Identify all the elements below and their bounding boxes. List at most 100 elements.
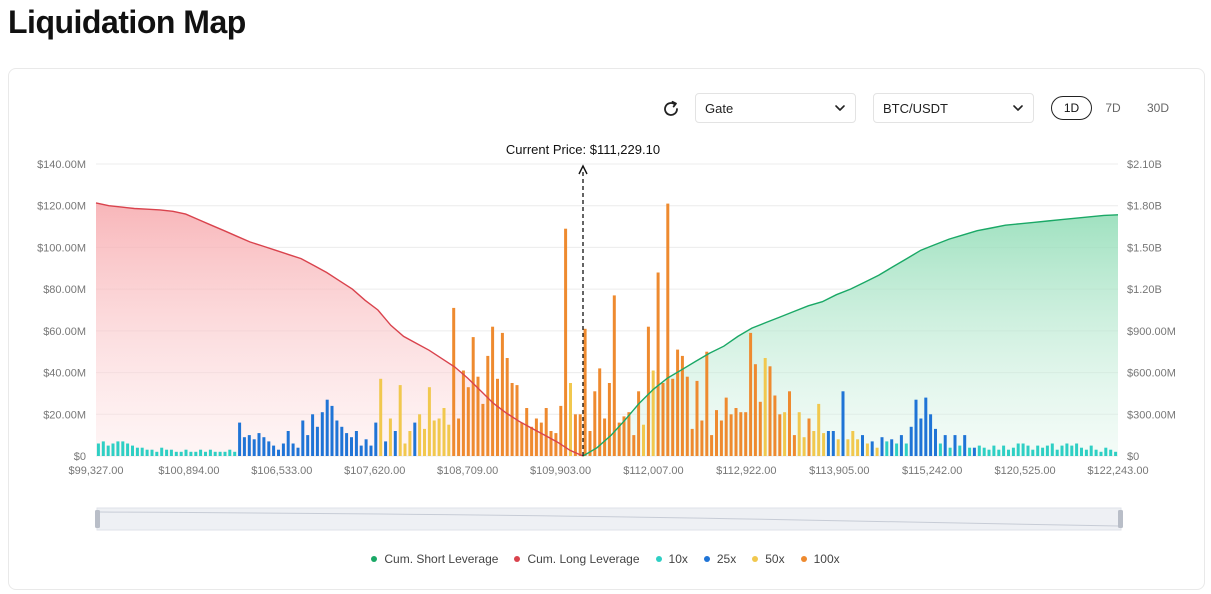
timeframe-1d-button[interactable]: 1D bbox=[1051, 96, 1092, 120]
liquidation-bar bbox=[569, 383, 572, 456]
liquidation-bar bbox=[534, 418, 538, 456]
legend-item-cum-short[interactable]: Cum. Short Leverage bbox=[371, 552, 498, 566]
liquidation-bar bbox=[315, 426, 319, 456]
liquidation-bar bbox=[1045, 445, 1049, 456]
liquidation-bar bbox=[846, 439, 850, 456]
liquidation-bar bbox=[817, 403, 821, 456]
liquidation-bar bbox=[96, 443, 100, 456]
y-right-tick-label: $1.80B bbox=[1127, 201, 1162, 213]
liquidation-bar bbox=[812, 431, 816, 456]
liquidation-bar bbox=[208, 449, 212, 456]
legend-item-25x[interactable]: 25x bbox=[703, 552, 736, 566]
x-tick-label: $106,533.00 bbox=[251, 465, 312, 477]
legend-item-10x[interactable]: 10x bbox=[655, 552, 688, 566]
liquidation-bar bbox=[938, 443, 942, 456]
y-left-tick-label: $80.00M bbox=[43, 284, 86, 296]
refresh-icon[interactable] bbox=[660, 98, 682, 120]
exchange-select-value: Gate bbox=[705, 100, 734, 116]
liquidation-bar bbox=[783, 412, 787, 456]
liquidation-bar bbox=[948, 447, 952, 456]
liquidation-bar bbox=[972, 447, 976, 456]
liquidation-bar bbox=[676, 349, 680, 456]
liquidation-bar bbox=[914, 399, 918, 456]
liquidation-bar bbox=[734, 408, 738, 456]
legend-item-cum-long[interactable]: Cum. Long Leverage bbox=[514, 552, 640, 566]
liquidation-bar bbox=[369, 445, 373, 456]
liquidation-bar bbox=[1080, 447, 1083, 456]
liquidation-bar bbox=[685, 376, 689, 456]
liquidation-bar bbox=[169, 449, 173, 456]
liquidation-bar bbox=[1104, 447, 1108, 456]
liquidation-bar bbox=[301, 420, 305, 456]
liquidation-bar bbox=[116, 441, 120, 456]
liquidation-bar bbox=[1002, 445, 1006, 456]
legend-marker bbox=[371, 556, 378, 562]
liquidation-bar bbox=[408, 431, 412, 456]
legend-marker bbox=[752, 556, 759, 562]
liquidation-bar bbox=[160, 447, 164, 456]
y-left-tick-label: $100.00M bbox=[37, 242, 86, 254]
liquidation-bar bbox=[340, 426, 344, 456]
liquidation-bar bbox=[306, 435, 310, 456]
x-tick-label: $113,905.00 bbox=[809, 465, 869, 477]
liquidation-bar bbox=[213, 451, 217, 456]
liquidation-bar bbox=[982, 447, 986, 456]
x-tick-label: $122,243.00 bbox=[1087, 465, 1148, 477]
liquidation-bar bbox=[359, 445, 363, 456]
liquidation-bar bbox=[646, 326, 650, 456]
liquidation-bar bbox=[496, 378, 499, 456]
liquidation-bar bbox=[607, 383, 611, 456]
liquidation-bar bbox=[797, 412, 801, 456]
liquidation-bar bbox=[413, 422, 417, 456]
liquidation-bar bbox=[432, 420, 436, 456]
liquidation-bar bbox=[155, 451, 159, 456]
liquidation-bar bbox=[977, 445, 981, 456]
liquidation-bar bbox=[637, 391, 641, 456]
liquidation-bar bbox=[549, 431, 553, 456]
timeframe-30d-button[interactable]: 30D bbox=[1146, 101, 1169, 115]
liquidation-bar bbox=[612, 295, 616, 456]
liquidation-bar bbox=[335, 420, 339, 456]
liquidation-bar bbox=[520, 422, 524, 456]
liquidation-bar bbox=[564, 228, 568, 456]
x-tick-label: $108,709.00 bbox=[437, 465, 498, 477]
liquidation-bar bbox=[768, 366, 772, 456]
chart-legend: Cum. Short Leverage Cum. Long Leverage 1… bbox=[0, 552, 1211, 566]
liquidation-bar bbox=[1026, 445, 1030, 456]
liquidation-bar bbox=[841, 391, 845, 456]
x-tick-label: $112,007.00 bbox=[623, 465, 683, 477]
legend-item-100x[interactable]: 100x bbox=[800, 552, 840, 566]
liquidation-bar bbox=[831, 431, 835, 456]
liquidation-bar bbox=[895, 443, 899, 456]
liquidation-bar bbox=[277, 449, 280, 456]
liquidation-bar bbox=[1094, 449, 1098, 456]
liquidation-bar bbox=[578, 414, 582, 456]
liquidation-bar bbox=[427, 387, 431, 456]
liquidation-bar bbox=[423, 428, 426, 456]
liquidation-bar bbox=[388, 418, 392, 456]
timeframe-7d-button[interactable]: 7D bbox=[1105, 101, 1121, 115]
liquidation-bar bbox=[934, 428, 937, 456]
liquidation-bar bbox=[486, 355, 490, 456]
pair-select[interactable]: BTC/USDT bbox=[873, 93, 1034, 123]
liquidation-bar bbox=[481, 403, 485, 456]
liquidation-bar bbox=[807, 418, 811, 456]
cum-short-area bbox=[583, 214, 1118, 456]
liquidation-bar bbox=[121, 441, 125, 456]
liquidation-bar bbox=[788, 391, 791, 456]
liquidation-bar bbox=[802, 437, 806, 456]
liquidation-bar bbox=[554, 433, 558, 456]
x-tick-label: $107,620.00 bbox=[344, 465, 405, 477]
liquidation-bar bbox=[632, 435, 636, 456]
liquidation-bar bbox=[223, 451, 227, 456]
legend-item-50x[interactable]: 50x bbox=[752, 552, 785, 566]
liquidation-bar bbox=[131, 445, 134, 456]
liquidation-bar bbox=[204, 451, 207, 456]
y-left-tick-label: $120.00M bbox=[37, 201, 86, 213]
y-left-tick-label: $140.00M bbox=[37, 159, 86, 171]
liquidation-bar bbox=[588, 431, 592, 456]
liquidation-bar bbox=[773, 395, 777, 456]
exchange-select[interactable]: Gate bbox=[695, 93, 856, 123]
liquidation-bar bbox=[1016, 443, 1020, 456]
liquidation-bar bbox=[238, 422, 242, 456]
